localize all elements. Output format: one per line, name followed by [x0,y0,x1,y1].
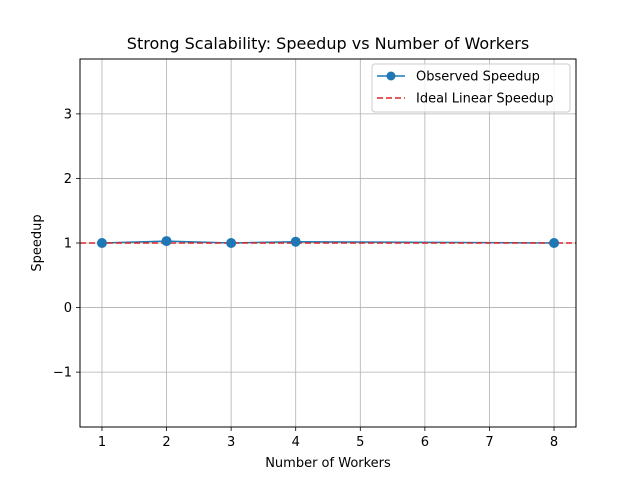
legend-box [371,63,571,113]
observed-speedup-point [549,238,560,248]
legend-observed-marker [386,71,396,81]
observed-speedup-point [161,236,172,247]
x-tick-label: 8 [550,435,558,450]
legend-observed-label: Observed Speedup [416,70,540,85]
y-tick-label: −1 [53,366,72,381]
x-tick-label: 7 [485,435,493,450]
x-tick-label: 1 [98,435,106,450]
y-axis-label: Speedup [30,214,45,271]
x-tick-label: 5 [356,435,364,450]
y-tick-label: 2 [64,172,72,187]
legend: Observed Speedup Ideal Linear Speedup [371,63,571,113]
x-axis-label: Number of Workers [265,456,391,471]
x-tick-label: 6 [421,435,429,450]
legend-ideal-label: Ideal Linear Speedup [416,92,554,107]
y-tick-label: 1 [64,237,72,252]
ticks: 1 2 3 4 5 6 7 8 −1 0 1 2 3 [53,107,558,450]
series-layer [80,236,576,248]
observed-speedup-point [290,236,301,247]
y-tick-label: 3 [64,107,72,122]
observed-speedup-point [96,238,107,248]
x-tick-label: 2 [162,435,170,450]
x-tick-label: 4 [292,435,300,450]
x-tick-label: 3 [227,435,235,450]
chart-title: Strong Scalability: Speedup vs Number of… [127,34,529,53]
y-tick-label: 0 [64,301,72,316]
observed-speedup-point [226,238,237,248]
